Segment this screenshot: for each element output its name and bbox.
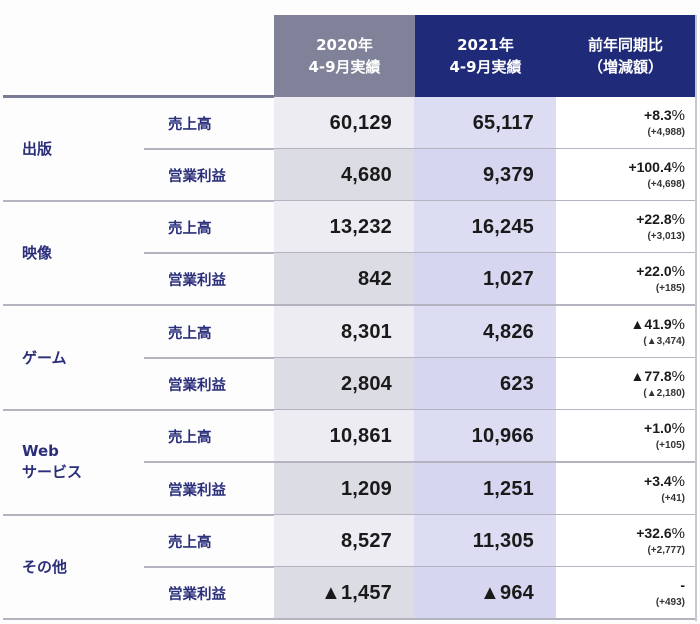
segment-divider — [3, 304, 695, 306]
header-yoy-label: 前年同期比 — [587, 36, 663, 54]
value-2020: 4,680 — [274, 149, 414, 201]
segment-divider — [3, 618, 695, 620]
segment-name: その他 — [22, 557, 68, 576]
header-2021-period: 4-9月実績 — [449, 58, 522, 76]
table-row: 営業利益 2,804 623 ▲77.8% (▲2,180) — [0, 358, 695, 411]
table-row: 売上高 8,527 11,305 +32.6% (+2,777) — [0, 515, 695, 568]
value-2021: 11,305 — [414, 515, 556, 567]
value-2020: 8,301 — [274, 306, 414, 358]
yoy-change: +32.6% (+2,777) — [556, 515, 695, 567]
header-2020-h1: 2020年 4-9月実績 — [274, 15, 415, 97]
metric-label: 営業利益 — [168, 377, 226, 394]
value-2020: 10,861 — [274, 410, 414, 462]
value-2020: 13,232 — [274, 201, 414, 253]
segment-label-video: 映像 — [22, 201, 52, 305]
segment-name: 映像 — [22, 243, 53, 262]
table-row: 売上高 10,861 10,966 +1.0% (+105) — [0, 410, 695, 463]
yoy-change: - (+493) — [556, 567, 695, 619]
value-2021: 9,379 — [414, 149, 556, 201]
metric-label: 営業利益 — [168, 272, 226, 289]
header-2020-period: 4-9月実績 — [308, 58, 381, 76]
segment-label-other: その他 — [22, 515, 67, 619]
header-2021-h1: 2021年 4-9月実績 — [415, 15, 556, 97]
metric-label: 売上高 — [168, 534, 212, 551]
yoy-change: ▲41.9% (▲3,474) — [556, 306, 695, 358]
segment-name: 出版 — [22, 139, 53, 158]
table-row: 営業利益 1,209 1,251 +3.4% (+41) — [0, 463, 695, 516]
yoy-change: +8.3% (+4,988) — [556, 97, 695, 149]
segment-label-web-services: Web サービス — [22, 410, 82, 514]
table-row: 売上高 60,129 65,117 +8.3% (+4,988) — [0, 97, 695, 150]
metric-label: 売上高 — [168, 429, 212, 446]
table-row: 売上高 8,301 4,826 ▲41.9% (▲3,474) — [0, 306, 695, 359]
header-2021-year: 2021年 — [457, 36, 514, 54]
table-row: 営業利益 842 1,027 +22.0% (+185) — [0, 253, 695, 306]
table-row: 営業利益 ▲1,457 ▲964 - (+493) — [0, 567, 695, 620]
value-2021: 1,027 — [414, 253, 556, 305]
metric-label: 売上高 — [168, 220, 212, 237]
yoy-change: +1.0% (+105) — [556, 410, 695, 462]
metric-label: 売上高 — [168, 116, 212, 133]
metric-label: 営業利益 — [168, 482, 226, 499]
row-divider — [144, 461, 695, 463]
segment-name-line2: サービス — [22, 463, 83, 481]
header-yoy-sublabel: （増減額） — [587, 58, 663, 76]
table-right-border — [695, 15, 697, 621]
metric-label: 売上高 — [168, 325, 212, 342]
segment-name: Web — [22, 442, 59, 460]
metric-label: 営業利益 — [168, 168, 226, 185]
value-2021: 65,117 — [414, 97, 556, 149]
value-2020: ▲1,457 — [274, 567, 414, 619]
value-2021: 4,826 — [414, 306, 556, 358]
value-2020: 60,129 — [274, 97, 414, 149]
header-2020-year: 2020年 — [316, 36, 373, 54]
header-yoy-change: 前年同期比 （増減額） — [556, 15, 695, 97]
segment-name: ゲーム — [22, 348, 67, 367]
header-rule — [3, 95, 274, 98]
value-2021: 10,966 — [414, 410, 556, 462]
value-2020: 842 — [274, 253, 414, 305]
value-2020: 8,527 — [274, 515, 414, 567]
metric-label: 営業利益 — [168, 586, 226, 603]
value-2021: 623 — [414, 358, 556, 410]
value-2021: 1,251 — [414, 463, 556, 515]
yoy-change: +100.4% (+4,698) — [556, 149, 695, 201]
segment-label-publishing: 出版 — [22, 97, 52, 201]
value-2021: 16,245 — [414, 201, 556, 253]
yoy-change: +22.8% (+3,013) — [556, 201, 695, 253]
value-2020: 1,209 — [274, 463, 414, 515]
yoy-change: +3.4% (+41) — [556, 463, 695, 515]
value-2020: 2,804 — [274, 358, 414, 410]
yoy-change: ▲77.8% (▲2,180) — [556, 358, 695, 410]
table-row: 売上高 13,232 16,245 +22.8% (+3,013) — [0, 201, 695, 254]
table-row: 営業利益 4,680 9,379 +100.4% (+4,698) — [0, 149, 695, 202]
value-2021: ▲964 — [414, 567, 556, 619]
yoy-change: +22.0% (+185) — [556, 253, 695, 305]
segment-label-game: ゲーム — [22, 306, 67, 410]
